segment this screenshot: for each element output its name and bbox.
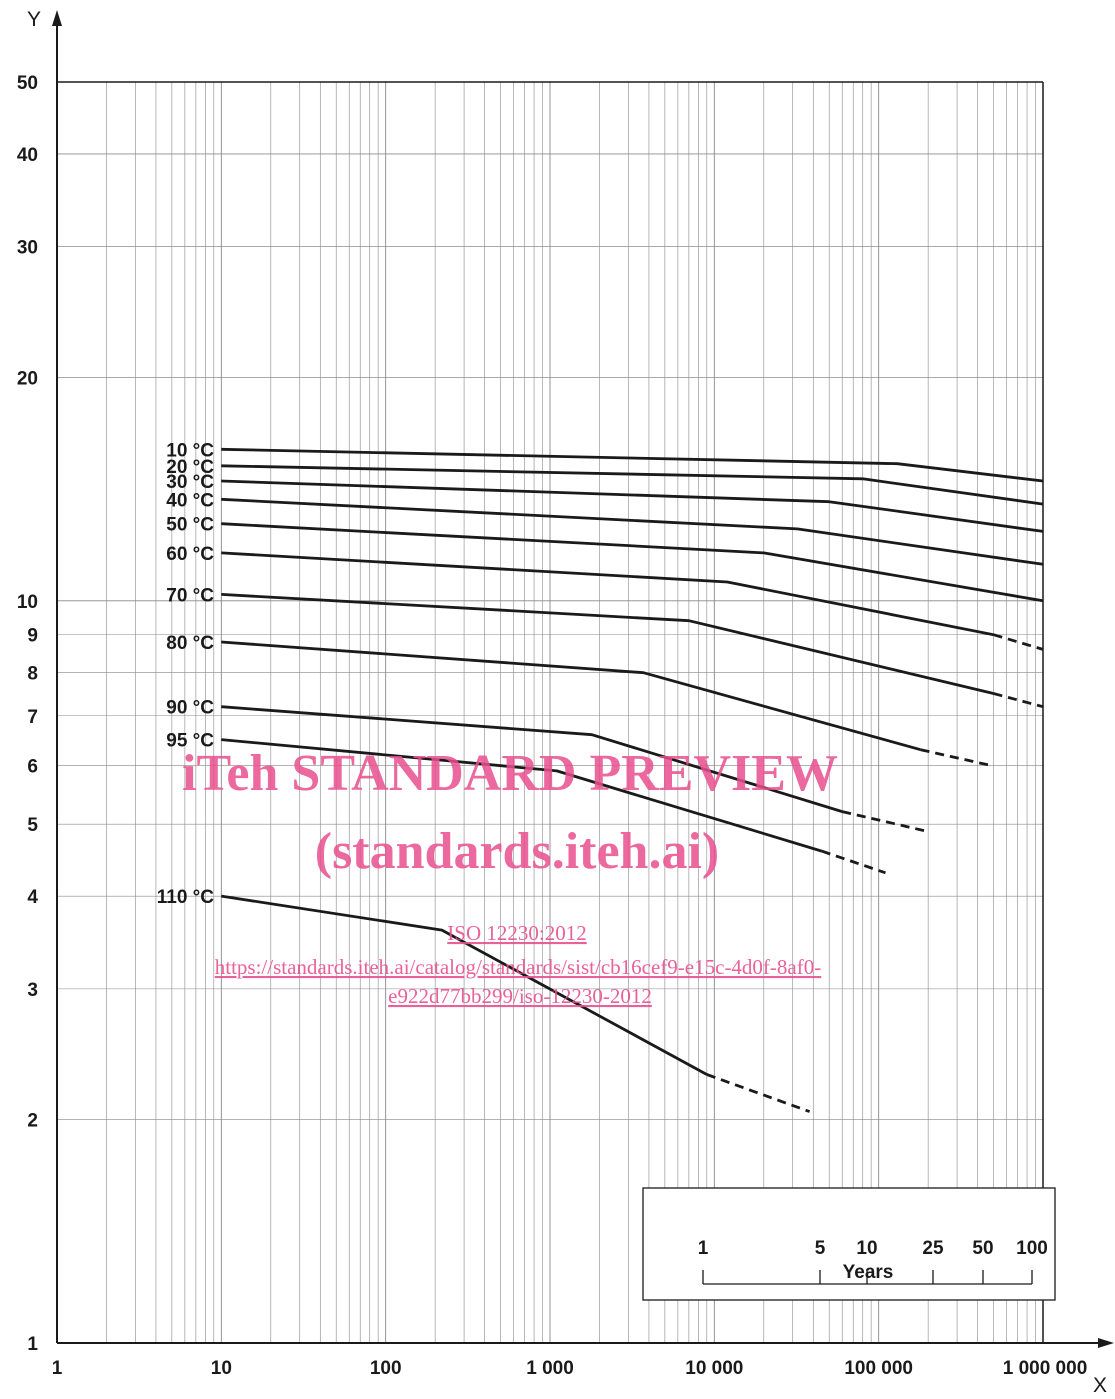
series-line [221, 705, 843, 813]
inset-frame [642, 1187, 1056, 1301]
series-extrapolation [706, 1073, 811, 1113]
x-axis-arrow [1098, 1338, 1114, 1348]
series-extrapolation [920, 748, 991, 767]
series-label: 70 °C [166, 585, 214, 606]
series-label: 95 °C [166, 731, 214, 752]
series-extrapolation [993, 633, 1044, 651]
y-tick-label: 2 [27, 1111, 38, 1132]
series-line [221, 464, 1044, 506]
series-label: 50 °C [166, 515, 214, 536]
y-tick-label: 4 [27, 887, 38, 908]
series-extrapolation [993, 692, 1044, 709]
series-line [221, 522, 1044, 603]
series-line [221, 593, 994, 695]
series-label: 30 °C [166, 472, 214, 493]
y-tick-label: 3 [27, 980, 38, 1001]
inset-label: 1 [698, 1238, 709, 1259]
series-line [221, 738, 823, 853]
series-extrapolation [821, 849, 886, 875]
inset-label: 5 [815, 1238, 826, 1259]
x-tick-label: 1 000 [526, 1358, 574, 1379]
inset-label: 100 [1016, 1238, 1048, 1259]
y-tick-label: 30 [17, 238, 38, 259]
inset-label: 25 [922, 1238, 944, 1259]
y-tick-label: 5 [27, 815, 38, 836]
y-tick-label: 6 [27, 756, 38, 777]
watermark-title: iTeh STANDARD PREVIEW [182, 745, 838, 802]
watermark-link-url: https://standards.iteh.ai/catalog/standa… [215, 955, 821, 979]
series-lines [221, 447, 1044, 1113]
inset-title: Years [843, 1262, 894, 1283]
y-tick-label: 7 [27, 707, 38, 728]
watermark-link-iso: ISO 12230:2012 [447, 921, 586, 945]
series-extrapolation [841, 810, 925, 833]
series-label: 40 °C [166, 490, 214, 511]
series-line [221, 497, 1044, 566]
y-tick-label: 9 [27, 626, 38, 647]
series-line [221, 479, 1044, 533]
years-inset: 1 5 10 25 50 100 Years [642, 1187, 1056, 1301]
x-tick-label: 1 000 000 [1003, 1358, 1088, 1379]
y-axis-arrow [52, 10, 62, 26]
series-line [221, 640, 921, 752]
x-tick-label: 100 000 [844, 1358, 913, 1379]
series-label: 90 °C [166, 698, 214, 719]
series-line [221, 894, 708, 1076]
y-tick-label: 50 [17, 73, 38, 94]
watermark-link-id: e922d77bb299/iso-12230-2012 [388, 984, 652, 1008]
series-line [221, 551, 994, 637]
x-tick-label: 10 000 [685, 1358, 743, 1379]
x-tick-label: 100 [370, 1358, 402, 1379]
x-tick-label: 10 [211, 1358, 232, 1379]
series-labels: 10 °C20 °C30 °C40 °C 50 °C 60 °C 70 °C 80 °C… [157, 440, 215, 908]
watermark: iTeh STANDARD PREVIEW (standards.iteh.ai… [182, 745, 838, 1008]
inset-label: 50 [972, 1238, 993, 1259]
y-tick-label: 1 [27, 1334, 38, 1355]
grid [57, 81, 1043, 1343]
y-tick-label: 10 [17, 592, 38, 613]
series-label: 80 °C [166, 633, 214, 654]
inset-label: 10 [856, 1238, 877, 1259]
axes: Y X 1 10 100 1 000 10 000 100 000 1 000 000 1 2 3 4 5… [17, 8, 1114, 1397]
y-tick-label: 40 [17, 145, 38, 166]
watermark-subtitle: (standards.iteh.ai) [315, 823, 719, 880]
y-tick-label: 8 [27, 664, 38, 685]
y-axis-name: Y [27, 8, 41, 31]
x-axis-name: X [1093, 1374, 1107, 1397]
series-line [221, 447, 1044, 483]
series-label: 110 °C [157, 887, 215, 908]
y-tick-label: 20 [17, 368, 38, 389]
x-tick-label: 1 [52, 1358, 63, 1379]
series-label: 20 °C [166, 457, 214, 478]
series-label: 60 °C [166, 544, 214, 565]
series-label: 10 °C [166, 440, 214, 461]
